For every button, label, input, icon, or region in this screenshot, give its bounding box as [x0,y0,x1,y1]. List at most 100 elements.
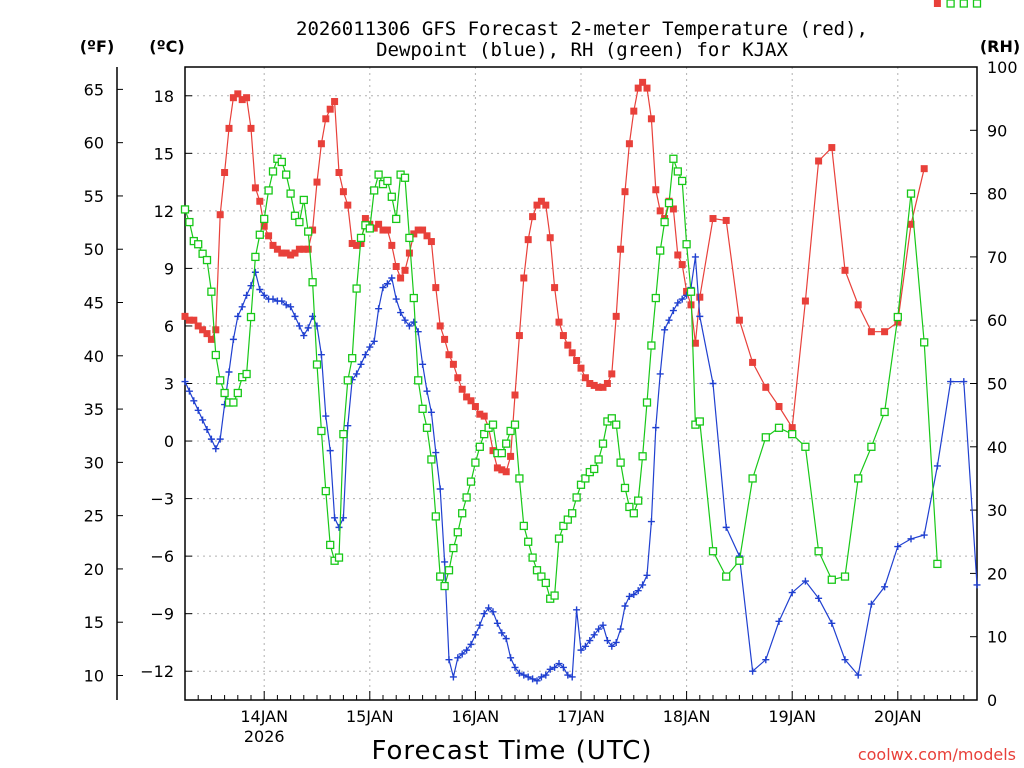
dewpoint-point [419,360,427,368]
unit-f-label: (ºF) [80,37,115,56]
temperature-point [423,232,431,240]
dewpoint-point [586,637,594,645]
dewpoint-point [709,380,717,387]
dewpoint-point [243,291,251,299]
rh-point [255,230,264,239]
temperature-point [546,234,554,242]
dewpoint-point [212,445,220,453]
c-tick-label: 0 [164,432,174,451]
temperature-point [326,105,334,113]
rh-point [229,398,238,407]
temperature-point [533,201,541,209]
dewpoint-point [194,406,202,414]
dewpoint-point [216,435,224,443]
dewpoint-point [476,621,484,629]
rh-point [524,537,533,546]
temperature-point [304,245,312,253]
temperature-point [907,220,915,228]
temperature-point [867,328,875,336]
temperature-point [295,245,303,253]
rh-point [616,458,625,467]
rh-point [449,543,458,553]
dewpoint-point [383,280,391,288]
temperature-point [507,452,515,460]
dewpoint-point [317,351,325,359]
temperature-point [199,326,207,334]
dewpoint-point [841,656,849,664]
f-tick-label: 15 [84,613,104,632]
rh-point [972,0,982,8]
dewpoint-point [190,397,198,405]
temperature-point [573,356,581,364]
temperature-point [370,224,378,232]
c-tick-label: 6 [164,317,174,336]
temperature-point [401,266,409,274]
temperature-point [445,351,453,359]
temperature-point [634,84,642,92]
dewpoint-point [471,631,479,639]
dewpoint-point [405,322,413,330]
dewpoint-point [432,449,440,457]
temperature-point [617,245,625,253]
temperature-point [256,197,264,205]
temperature-point [405,249,413,257]
rh-point [634,496,643,505]
temperature-point [524,236,532,244]
dewpoint-point [304,324,312,332]
rh-point [625,502,634,512]
rh-point [722,572,731,581]
temperature-point [432,284,440,292]
x-day-label: 15JAN [346,707,394,726]
rh-point [651,293,660,303]
dewpoint-point [485,604,493,612]
unit-c-label: (ºC) [149,37,184,56]
dewpoint-point [467,640,475,648]
dewpoint-point [612,638,620,646]
dewpoint-point [427,408,435,416]
rh-point [480,429,489,439]
temperature-point [207,335,215,343]
dewpoint-point [357,360,365,368]
tick-labels: 10 15 20 25 30 35 40 45 50 55 60 65 −12 −9 −6 −3 0 3 6 9 12 1… [84,58,1018,746]
temperature-point [881,328,889,336]
rh-point [453,528,462,537]
dewpoint-point [370,337,378,345]
dewpoint-point [568,673,576,681]
dewpoint-point [326,447,334,455]
rh-point [519,521,528,531]
dewpoint-point [502,635,510,643]
dewpoint-point [595,625,603,633]
c-tick-label: 3 [164,375,174,394]
rh-tick-label: 10 [987,628,1007,647]
rh-point [682,240,691,249]
dewpoint-point [229,335,237,343]
temperature-point [568,349,576,357]
temperature-point [300,245,308,253]
temperature-point [353,241,361,249]
rh-point [594,455,603,464]
rh-point [581,474,590,483]
temperature-point [595,383,603,391]
rh-point [348,354,357,363]
c-tick-label: 9 [164,259,174,278]
temperature-point [564,341,572,349]
temperature-point [854,301,862,309]
rh-point [532,566,542,575]
temperature-point [383,226,391,234]
dewpoint-point [361,351,369,359]
dewpoint-point [423,387,431,395]
rh-tick-label: 40 [987,438,1007,457]
dewpoint-point [256,286,264,294]
temperature-point [243,94,251,102]
rh-point [352,284,361,293]
unit-rh-label: (RH) [980,37,1020,56]
dewpoint-point [577,646,585,654]
dewpoint-point [634,587,642,595]
rh-point [290,211,300,220]
temperature-point [471,403,479,411]
dewpoint-point [573,606,581,614]
temperature-point [269,241,277,249]
dewpoint-point [652,424,660,432]
rh-point [528,553,537,562]
rh-point [748,474,757,483]
